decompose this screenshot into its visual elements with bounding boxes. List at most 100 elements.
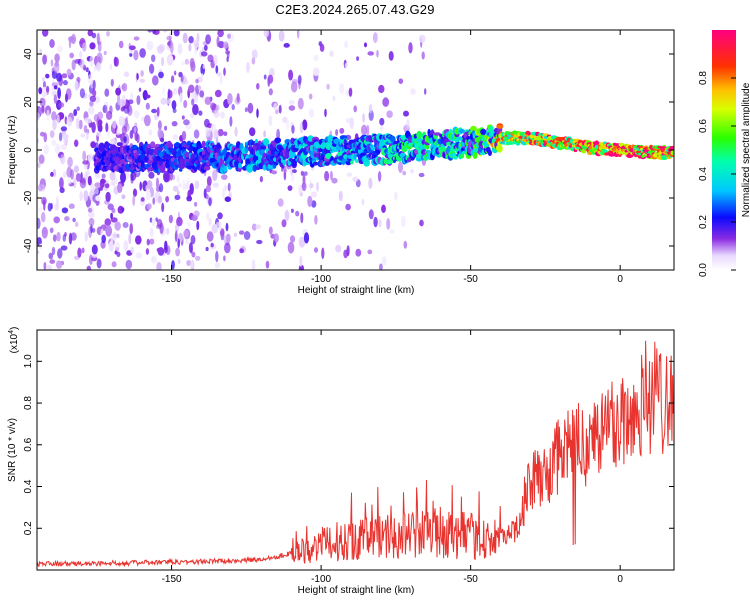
heatmap-noise-cell (256, 239, 263, 245)
heatmap-noise-cell (246, 61, 250, 74)
heatmap-noise-cell (160, 137, 165, 143)
heatmap-noise-cell (152, 197, 155, 205)
heatmap-noise-cell (163, 170, 170, 183)
heatmap-noise-cell (214, 262, 221, 269)
heatmap-noise-cell (140, 197, 145, 202)
heatmap-noise-cell (79, 50, 83, 59)
heatmap-noise-cell (109, 105, 113, 115)
heatmap-noise-cell (298, 264, 304, 270)
heatmap-noise-cell (132, 195, 136, 206)
heatmap-noise-cell (215, 65, 219, 74)
colorbar-tick-label: 0.6 (698, 119, 709, 133)
heatmap-noise-cell (176, 175, 180, 183)
heatmap-noise-cell (186, 260, 192, 266)
heatmap-noise-cell (89, 101, 94, 107)
heatmap-noise-cell (214, 89, 222, 98)
heatmap-ridge-cell (313, 161, 319, 166)
heatmap-noise-cell (55, 196, 59, 207)
heatmap-noise-cell (295, 210, 300, 217)
heatmap-noise-cell (204, 193, 209, 200)
heatmap-ridge-cell (223, 165, 228, 173)
heatmap-noise-cell (190, 235, 196, 245)
heatmap-noise-cell (114, 177, 118, 185)
heatmap-noise-cell (60, 144, 67, 151)
heatmap-noise-cell (138, 87, 142, 92)
heatmap-noise-cell (189, 183, 194, 195)
heatmap-ridge-cell (290, 137, 295, 145)
heatmap-noise-cell (297, 97, 304, 110)
heatmap-noise-cell (73, 177, 77, 189)
heatmap-noise-cell (54, 53, 60, 63)
heatmap-noise-cell (190, 113, 195, 119)
heatmap-noise-cell (168, 214, 173, 224)
heatmap-noise-cell (346, 172, 353, 177)
heatmap-noise-cell (57, 248, 63, 259)
heatmap-noise-cell (251, 49, 258, 59)
heatmap-noise-cell (89, 42, 96, 50)
heatmap-noise-cell (42, 54, 47, 65)
heatmap-ridge-cell (327, 134, 334, 142)
heatmap-noise-cell (74, 80, 79, 91)
heatmap-noise-cell (77, 247, 82, 258)
heatmap-noise-cell (74, 255, 80, 260)
heatmap-noise-cell (352, 176, 359, 183)
heatmap-noise-cell (53, 85, 58, 90)
heatmap-noise-cell (373, 216, 378, 228)
heatmap-noise-cell (117, 183, 123, 194)
heatmap-noise-cell (181, 130, 187, 141)
heatmap-noise-cell (172, 185, 179, 192)
heatmap-ridge-cell (353, 153, 357, 160)
heatmap-ridge-cell (669, 145, 674, 150)
heatmap-noise-cell (268, 226, 273, 235)
heatmap-noise-cell (74, 59, 81, 64)
heatmap-noise-cell (114, 250, 118, 255)
heatmap-noise-cell (376, 49, 379, 58)
heatmap-noise-cell (79, 191, 83, 202)
heatmap-ridge-cell (324, 161, 330, 166)
heatmap-noise-cell (194, 201, 198, 207)
heatmap-noise-cell (157, 128, 163, 139)
heatmap-noise-cell (82, 150, 87, 162)
heatmap-noise-cell (134, 110, 140, 119)
heatmap-noise-cell (283, 43, 290, 48)
heatmap-noise-cell (46, 264, 52, 270)
y-tick-label: 20 (23, 96, 34, 108)
heatmap-noise-cell (89, 55, 94, 68)
heatmap-noise-cell (151, 108, 158, 114)
snr-frame (36, 329, 675, 571)
heatmap-noise-cell (82, 42, 87, 52)
heatmap-noise-cell (181, 115, 185, 120)
heatmap-noise-cell (212, 182, 219, 188)
heatmap-noise-cell (151, 30, 157, 35)
heatmap-noise-cell (332, 95, 336, 102)
heatmap-noise-cell (179, 92, 183, 103)
heatmap-noise-cell (67, 156, 73, 168)
heatmap-noise-cell (92, 228, 96, 233)
snr-scale-text: (x104) (8, 327, 20, 354)
heatmap-noise-cell (290, 81, 298, 93)
heatmap-noise-cell (186, 195, 193, 202)
heatmap-noise-cell (74, 139, 79, 147)
heatmap-noise-cell (216, 36, 220, 48)
heatmap-noise-cell (129, 45, 136, 51)
heatmap-noise-cell (127, 99, 134, 105)
heatmap-noise-cell (156, 106, 160, 117)
heatmap-noise-cell (146, 203, 152, 210)
heatmap-noise-cell (191, 251, 196, 258)
heatmap-noise-cell (180, 74, 184, 83)
heatmap-noise-cell (167, 41, 172, 46)
heatmap-noise-cell (236, 93, 240, 103)
heatmap-noise-cell (224, 184, 227, 192)
heatmap-noise-cell (263, 130, 266, 138)
heatmap-noise-cell (152, 75, 159, 86)
heatmap-noise-cell (130, 246, 135, 254)
heatmap-ridge-cell (433, 132, 441, 136)
heatmap-noise-cell (72, 217, 76, 223)
heatmap-noise-cell (121, 125, 127, 135)
heatmap-noise-cell (57, 87, 61, 99)
heatmap-noise-cell (216, 221, 222, 227)
heatmap-noise-cell (406, 119, 410, 129)
heatmap-noise-cell (125, 259, 133, 270)
heatmap-noise-cell (121, 207, 125, 212)
